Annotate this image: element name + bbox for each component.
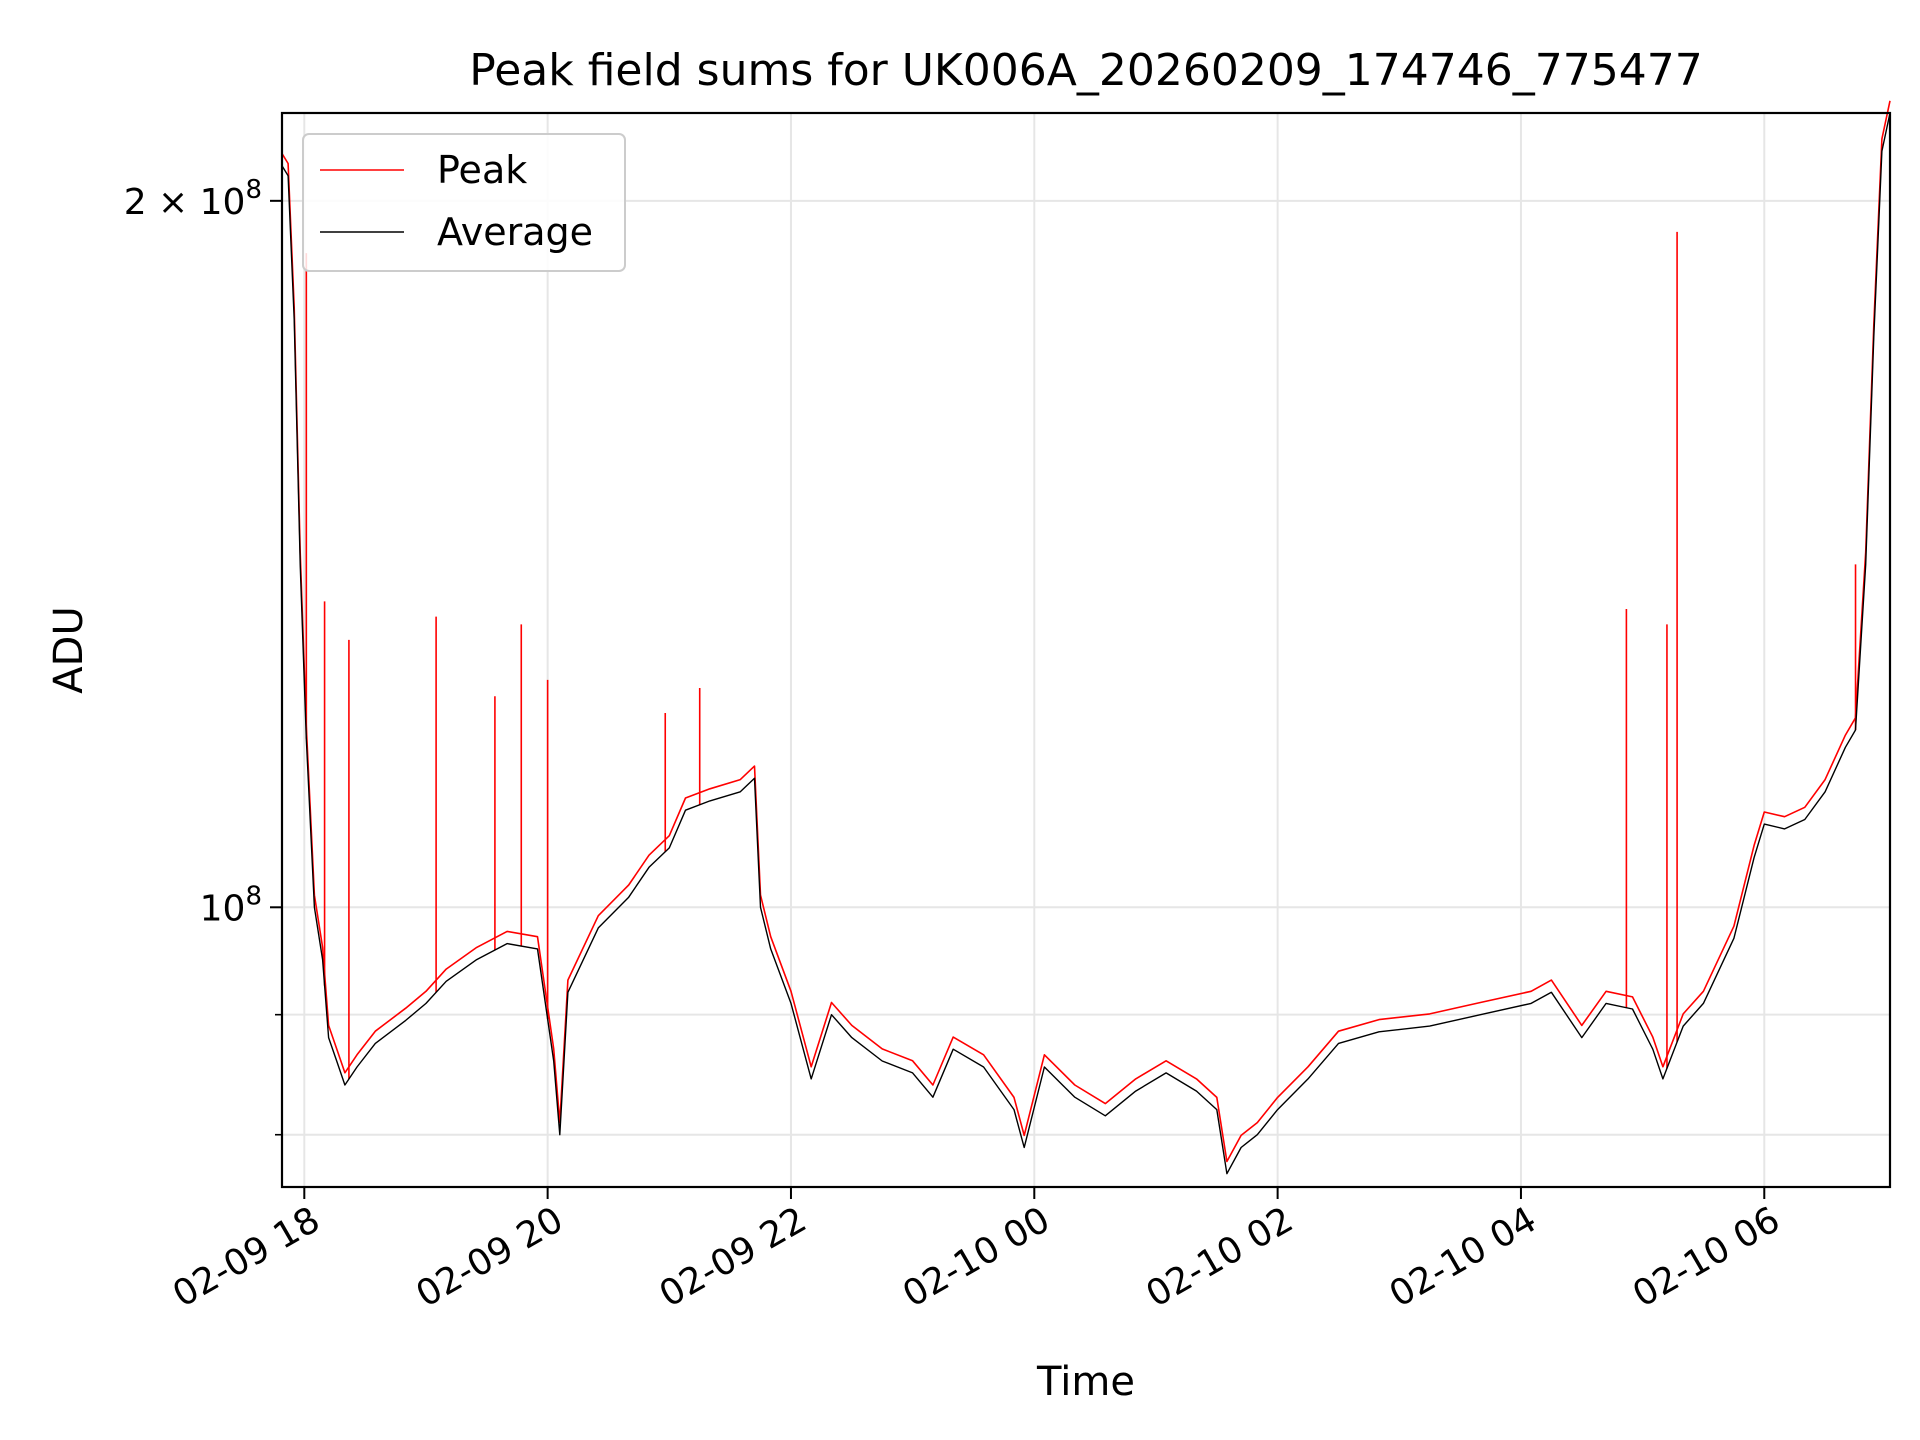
x-axis-label: Time <box>1036 1359 1135 1405</box>
chart-title: Peak field sums for UK006A_20260209_1747… <box>469 45 1702 96</box>
y-tick-label: 108 <box>200 881 262 929</box>
legend: Peak Average <box>302 133 626 272</box>
y-axis-label: ADU <box>46 606 92 693</box>
legend-label-peak: Peak <box>437 148 527 192</box>
y-tick-mantissa: 2 × 10 <box>124 182 246 223</box>
series-layer <box>281 100 1891 1175</box>
y-tick-label: 2 × 108 <box>124 175 262 223</box>
legend-label-average: Average <box>437 210 593 254</box>
plot-frame <box>280 111 1892 1189</box>
y-tick-exponent: 8 <box>245 175 262 205</box>
series-line-peak <box>281 100 1891 1163</box>
series-line-average <box>281 112 1891 1175</box>
legend-box <box>302 133 626 272</box>
y-tick-mantissa: 10 <box>200 888 246 929</box>
y-tick-exponent: 8 <box>245 881 262 911</box>
